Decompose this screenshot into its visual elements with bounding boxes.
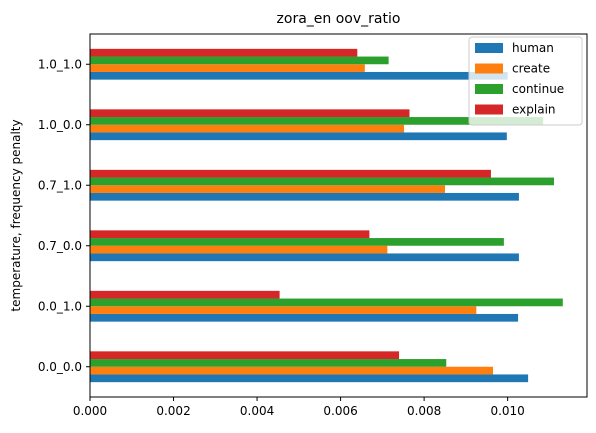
plot-frame <box>89 33 588 398</box>
x-axis: 0.000 0.002 0.004 0.006 0.008 0.010 <box>73 397 525 418</box>
bar-create-0.7_1.0 <box>90 185 445 193</box>
bar-explain-0.0_0.0 <box>90 351 400 360</box>
bar-continue-0.7_1.0 <box>90 177 555 186</box>
bar-continue-0.7_0.0 <box>90 238 504 246</box>
bar-continue-1.0_0.0 <box>90 117 544 125</box>
bar-human-0.0_0.0 <box>90 374 529 383</box>
bars-group <box>90 48 563 383</box>
legend: human create continue explain <box>468 36 583 126</box>
x-tick-label: 0.004 <box>240 404 274 418</box>
bar-create-0.0_0.0 <box>90 366 494 375</box>
bar-explain-0.7_0.0 <box>90 230 370 239</box>
y-axis: 0.0_0.0 0.0_1.0 0.7_0.0 0.7_1.0 1.0_0.0 1.0_1… <box>38 57 90 374</box>
y-tick-label: 1.0_1.0 <box>38 57 82 71</box>
bar-create-1.0_1.0 <box>90 64 365 72</box>
y-tick-label: 0.0_0.0 <box>38 360 82 374</box>
y-tick-label: 1.0_0.0 <box>38 118 82 132</box>
bar-create-0.0_1.0 <box>90 306 477 314</box>
bar-explain-0.7_1.0 <box>90 169 491 178</box>
y-tick-label: 0.7_0.0 <box>38 239 82 253</box>
bar-continue-0.0_1.0 <box>90 298 563 307</box>
legend-box <box>468 36 583 126</box>
bar-human-1.0_1.0 <box>90 71 508 80</box>
bar-explain-0.0_1.0 <box>90 290 280 299</box>
x-tick-label: 0.008 <box>407 404 441 418</box>
legend-label-explain: explain <box>512 103 556 117</box>
bar-human-1.0_0.0 <box>90 132 507 141</box>
legend-label-create: create <box>512 62 550 76</box>
legend-swatch-create <box>475 63 503 74</box>
legend-swatch-explain <box>475 104 503 115</box>
bar-create-0.7_0.0 <box>90 245 388 254</box>
y-tick-label: 0.7_1.0 <box>38 178 82 192</box>
bar-human-0.0_1.0 <box>90 313 519 322</box>
bar-human-0.7_0.0 <box>90 253 519 262</box>
legend-swatch-human <box>475 43 503 53</box>
legend-swatch-continue <box>475 84 503 94</box>
chart-title: zora_en oov_ratio <box>277 11 401 27</box>
x-tick-label: 0.000 <box>73 404 107 418</box>
bar-continue-1.0_1.0 <box>90 56 389 65</box>
legend-label-human: human <box>512 41 554 55</box>
bar-continue-0.0_0.0 <box>90 359 447 367</box>
bar-human-0.7_1.0 <box>90 192 519 201</box>
x-tick-label: 0.002 <box>156 404 190 418</box>
y-axis-label: temperature, frequency penalty <box>9 119 23 311</box>
x-tick-label: 0.006 <box>323 404 357 418</box>
bar-explain-1.0_0.0 <box>90 109 410 118</box>
y-tick-label: 0.0_1.0 <box>38 299 82 313</box>
bar-create-1.0_0.0 <box>90 124 405 133</box>
legend-label-continue: continue <box>512 82 564 96</box>
x-tick-label: 0.010 <box>490 404 524 418</box>
bar-explain-1.0_1.0 <box>90 48 358 57</box>
